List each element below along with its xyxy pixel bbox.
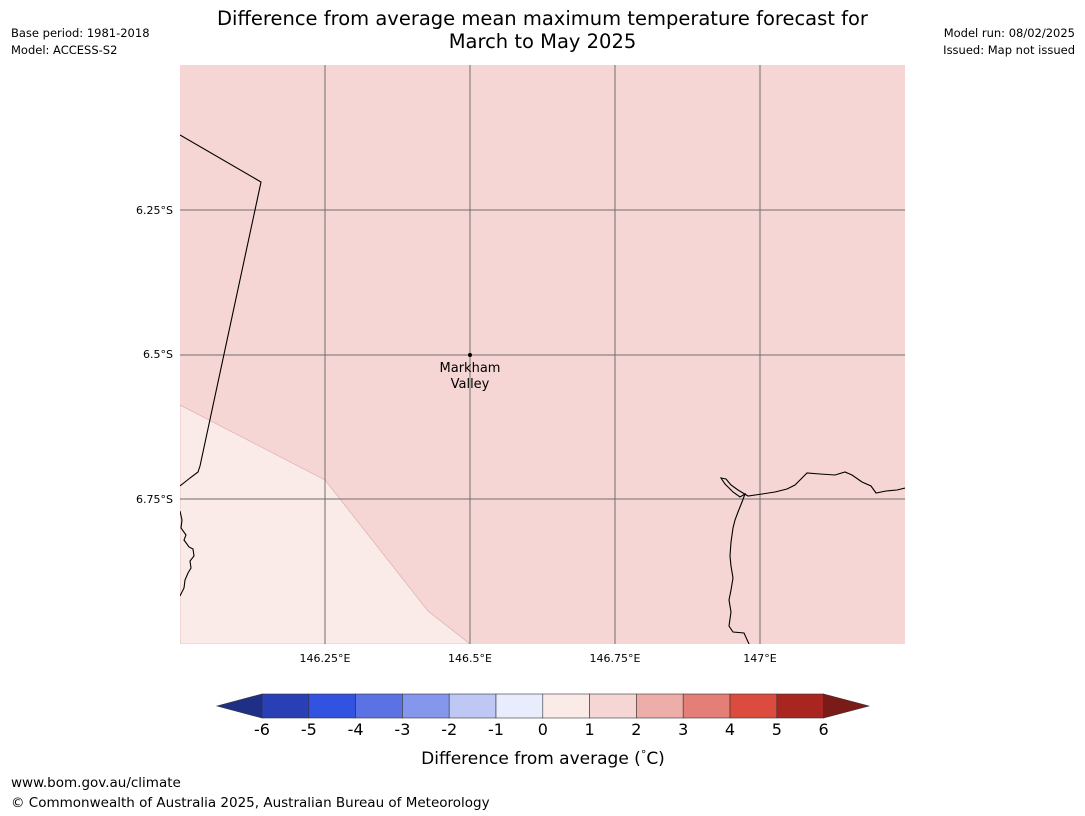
colorbar-segment (729, 693, 778, 719)
colorbar-tick-label: 5 (772, 720, 782, 739)
footer-copyright: © Commonwealth of Australia 2025, Austra… (11, 795, 490, 811)
coastline-west (180, 510, 195, 597)
latitude-labels: 6.25°S 6.5°S 6.75°S (136, 204, 173, 506)
colorbar-extend-high (823, 693, 871, 719)
lat-label: 6.5°S (143, 348, 173, 361)
lat-label: 6.75°S (136, 493, 173, 506)
lon-label: 147°E (743, 652, 776, 665)
colorbar-segment (402, 693, 450, 719)
place-label-line1: Markham (440, 361, 501, 376)
footer-url: www.bom.gov.au/climate (11, 775, 181, 791)
colorbar-tick-label: -1 (488, 720, 504, 739)
border-line (180, 134, 262, 487)
colorbar-tick-label: 1 (585, 720, 595, 739)
colorbar-label-text: Difference from average ( (421, 749, 641, 769)
colorbar-tick-label: -6 (254, 720, 270, 739)
map-title: Difference from average mean maximum tem… (150, 7, 935, 53)
colorbar-tick-label: 2 (631, 720, 641, 739)
markham-valley-marker (468, 353, 472, 357)
colorbar-segment (495, 693, 544, 719)
colorbar-segment (682, 693, 731, 719)
degree-sign: ° (641, 748, 647, 761)
map-title-line1: Difference from average mean maximum tem… (217, 7, 868, 30)
place-label-line2: Valley (451, 377, 490, 392)
longitude-labels: 146.25°E 146.5°E 146.75°E 147°E (300, 652, 777, 665)
header-meta-left: Base period: 1981-2018 Model: ACCESS-S2 (11, 25, 150, 59)
model-run-text: Model run: 08/02/2025 (943, 26, 1075, 40)
colorbar-tick-label: -5 (301, 720, 317, 739)
issued-text: Issued: Map not issued (943, 43, 1075, 57)
colorbar-segment (448, 693, 497, 719)
colorbar-segment (542, 693, 590, 719)
colorbar-tick-label: 3 (678, 720, 688, 739)
colorbar-segment (636, 693, 684, 719)
colorbar-label-unit: C) (646, 749, 665, 769)
colorbar-label: Difference from average (°C) (421, 748, 665, 769)
lon-label: 146.5°E (448, 652, 492, 665)
colorbar-tick-label: -2 (441, 720, 457, 739)
colorbar-tick-label: -3 (394, 720, 410, 739)
colorbar-segment (261, 693, 310, 719)
base-period-text: Base period: 1981-2018 (11, 26, 150, 40)
colorbar-tick-label: 4 (725, 720, 735, 739)
lat-label: 6.25°S (136, 204, 173, 217)
colorbar-segment (355, 693, 403, 719)
colorbar-extend-low (215, 693, 263, 719)
model-text: Model: ACCESS-S2 (11, 43, 118, 57)
header-meta-right: Model run: 08/02/2025 Issued: Map not is… (943, 25, 1075, 59)
lon-label: 146.75°E (590, 652, 641, 665)
colorbar-tick-label: 0 (538, 720, 548, 739)
colorbar-tick-label: 6 (819, 720, 829, 739)
map-title-line2: March to May 2025 (448, 30, 637, 53)
colorbar: -6 -5 -4 -3 -2 -1 0 1 2 3 4 5 6 (215, 693, 871, 739)
lon-label: 146.25°E (300, 652, 351, 665)
coastlines-and-borders (180, 134, 905, 644)
coastline-east (719, 471, 905, 644)
colorbar-segment (308, 693, 356, 719)
colorbar-segment (776, 693, 824, 719)
colorbar-tick-label: -4 (348, 720, 364, 739)
map-panel: Markham Valley (180, 65, 905, 644)
colorbar-segment (589, 693, 637, 719)
